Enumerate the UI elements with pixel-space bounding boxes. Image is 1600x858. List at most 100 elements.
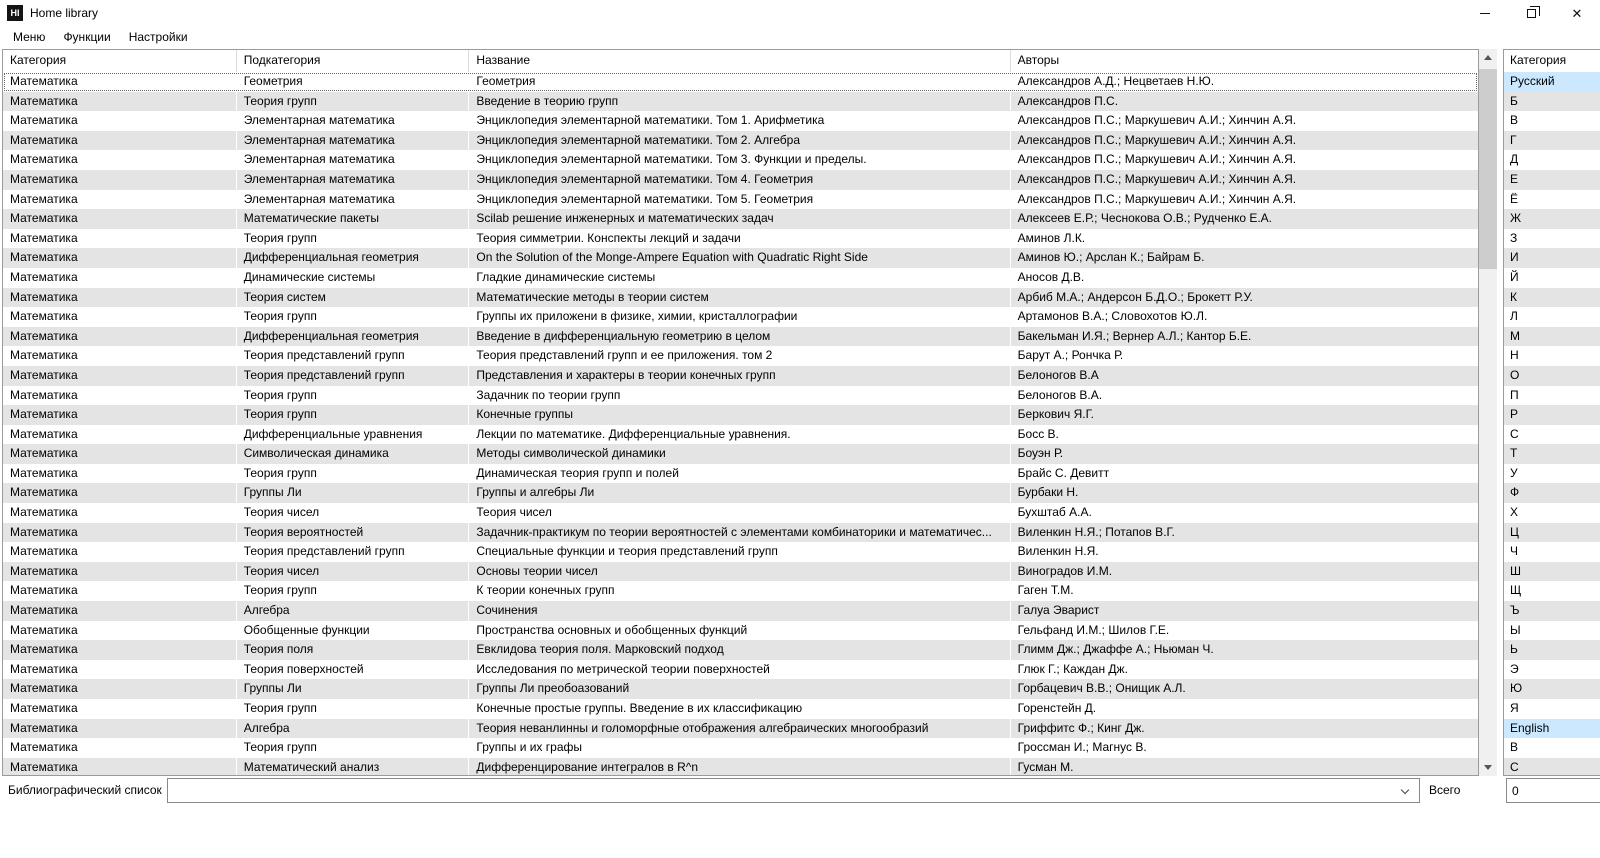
table-row[interactable]: Математика Математический анализ Дифференц… — [3, 757, 1478, 775]
table-row[interactable]: Математика Элементарная математика Энцикло… — [3, 130, 1478, 151]
table-scrollbar[interactable] — [1479, 49, 1497, 776]
sidebar-item[interactable]: К — [1504, 287, 1600, 308]
sidebar-item[interactable]: Н — [1504, 346, 1600, 366]
maximize-button[interactable] — [1508, 0, 1554, 26]
sidebar-item[interactable]: П — [1504, 385, 1600, 406]
sidebar-item[interactable]: Д — [1504, 150, 1600, 170]
table-row[interactable]: Математика Элементарная математика Энцикло… — [3, 111, 1478, 131]
table-row[interactable]: Математика Теория чисел Теория чисел Бухшта… — [3, 503, 1478, 523]
sidebar-item[interactable]: Русский — [1504, 72, 1600, 92]
column-header-title[interactable]: Название — [469, 50, 1011, 72]
scrollbar-up-button[interactable] — [1479, 49, 1497, 66]
total-count-field[interactable] — [1506, 778, 1600, 803]
table-row[interactable]: Математика Теория групп К теории конечных … — [3, 581, 1478, 602]
sidebar-item[interactable]: Ж — [1504, 209, 1600, 229]
table-row[interactable]: Математика Геометрия Геометрия Александров … — [3, 72, 1478, 92]
table-row[interactable]: Математика Группы Ли Группы Ли преобоазова… — [3, 679, 1478, 699]
minimize-button[interactable] — [1462, 0, 1508, 26]
sidebar-item[interactable]: Ю — [1504, 679, 1600, 699]
table-row[interactable]: Математика Теория вероятностей Задачник-пр… — [3, 522, 1478, 543]
table-row[interactable]: Математика Символическая динамика Методы с… — [3, 444, 1478, 464]
sidebar-item[interactable]: М — [1504, 326, 1600, 347]
cell-title: Энциклопедия элементарной математики. То… — [469, 189, 1011, 210]
sidebar-item[interactable]: У — [1504, 463, 1600, 484]
close-button[interactable]: ✕ — [1554, 0, 1600, 26]
sidebar-item[interactable]: Ф — [1504, 483, 1600, 504]
column-header-category[interactable]: Категория — [3, 50, 237, 72]
sidebar-item[interactable]: Э — [1504, 659, 1600, 680]
table-row[interactable]: Математика Алгебра Теория неванлинны и гол… — [3, 718, 1478, 739]
cell-authors: Гусман М. — [1017, 759, 1074, 774]
cell-category: Математика — [3, 91, 237, 112]
table-row[interactable]: Математика Теория групп Конечные группы Бер… — [3, 405, 1478, 425]
cell-title: Теория чисел — [469, 503, 1011, 523]
sidebar-item[interactable]: Б — [1504, 91, 1600, 112]
table-row[interactable]: Математика Группы Ли Группы и алгебры Ли Бу… — [3, 483, 1478, 504]
column-header-subcategory[interactable]: Подкатегория — [237, 50, 470, 72]
table-row[interactable]: Математика Элементарная математика Энцикло… — [3, 150, 1478, 170]
sidebar-item[interactable]: Х — [1504, 503, 1600, 523]
bibliography-combobox[interactable] — [167, 778, 1420, 803]
sidebar-item[interactable]: Ц — [1504, 522, 1600, 543]
sidebar-item[interactable]: Я — [1504, 699, 1600, 719]
table-row[interactable]: Математика Теория групп Группы их приложен… — [3, 307, 1478, 327]
table-row[interactable]: Математика Теория представлений групп Спец… — [3, 542, 1478, 562]
table-row[interactable]: Математика Алгебра Сочинения Галуа Эварист — [3, 601, 1478, 621]
sidebar-item[interactable]: Ч — [1504, 542, 1600, 562]
sidebar-item[interactable]: З — [1504, 228, 1600, 249]
arrow-up-icon — [1484, 55, 1492, 60]
table-row[interactable]: Математика Теория групп Задачник по теории… — [3, 385, 1478, 406]
table-row[interactable]: Математика Теория представлений групп Пред… — [3, 365, 1478, 386]
scrollbar-thumb[interactable] — [1479, 69, 1497, 269]
menu-item-settings[interactable]: Настройки — [128, 30, 188, 44]
sidebar-item[interactable]: English — [1504, 718, 1600, 739]
table-row[interactable]: Математика Динамические системы Гладкие ди… — [3, 267, 1478, 288]
table-row[interactable]: Математика Теория поверхностей Исследовани… — [3, 659, 1478, 680]
sidebar-item[interactable]: Р — [1504, 405, 1600, 425]
sidebar-item[interactable]: Щ — [1504, 581, 1600, 602]
sidebar-item[interactable]: С — [1504, 424, 1600, 445]
sidebar-item[interactable]: Ы — [1504, 620, 1600, 641]
cell-title: Теория неванлинны и голоморфные отображе… — [469, 718, 1011, 739]
table-row[interactable]: Математика Теория систем Математические ме… — [3, 287, 1478, 308]
menu-item-functions[interactable]: Функции — [63, 30, 111, 44]
sidebar-item[interactable]: B — [1504, 738, 1600, 758]
sidebar-item[interactable]: Ё — [1504, 189, 1600, 210]
sidebar-item[interactable]: C — [1504, 757, 1600, 775]
sidebar-item[interactable]: Г — [1504, 130, 1600, 151]
table-row[interactable]: Математика Элементарная математика Энцикло… — [3, 189, 1478, 210]
column-header-authors[interactable]: Авторы — [1017, 53, 1060, 67]
table-row[interactable]: Математика Теория представлений групп Теор… — [3, 346, 1478, 366]
table-row[interactable]: Математика Теория групп Конечные простые г… — [3, 699, 1478, 719]
table-row[interactable]: Математика Элементарная математика Энцикло… — [3, 169, 1478, 190]
sidebar-item[interactable]: Л — [1504, 307, 1600, 327]
sidebar-item[interactable]: Ъ — [1504, 601, 1600, 621]
bibliography-combo-input[interactable] — [169, 780, 1394, 801]
sidebar-item[interactable]: О — [1504, 365, 1600, 386]
table-row[interactable]: Математика Дифференциальные уравнения Лекц… — [3, 424, 1478, 445]
sidebar-item[interactable]: Е — [1504, 169, 1600, 190]
table-row[interactable]: Математика Обобщенные функции Пространства… — [3, 620, 1478, 641]
table-row[interactable]: Математика Теория поля Евклидова теория по… — [3, 640, 1478, 660]
cell-subcategory: Теория представлений групп — [237, 346, 470, 366]
scrollbar-down-button[interactable] — [1479, 759, 1497, 776]
cell-subcategory: Группы Ли — [237, 679, 470, 699]
table-row[interactable]: Математика Дифференциальная геометрия On t… — [3, 248, 1478, 268]
sidebar-item[interactable]: Ш — [1504, 561, 1600, 582]
table-row[interactable]: Математика Теория групп Теория симметрии. … — [3, 228, 1478, 249]
sidebar-item[interactable]: Й — [1504, 267, 1600, 288]
sidebar-item[interactable]: Ь — [1504, 640, 1600, 660]
sidebar-header-category[interactable]: Категория — [1504, 50, 1600, 72]
sidebar-list: Русский Б В Г Д Е Ё Ж З И Й К Л М Н О П Р С Т У Ф Х Ц Ч Ш Щ Ъ Ы Ь Э Ю Я E… — [1504, 72, 1600, 775]
sidebar-item[interactable]: И — [1504, 248, 1600, 268]
cell-title: Введение в теорию групп — [469, 91, 1011, 112]
table-row[interactable]: Математика Математические пакеты Scilab ре… — [3, 209, 1478, 229]
table-row[interactable]: Математика Теория групп Динамическая теори… — [3, 463, 1478, 484]
sidebar-item[interactable]: В — [1504, 111, 1600, 131]
table-row[interactable]: Математика Теория чисел Основы теории чисе… — [3, 561, 1478, 582]
table-row[interactable]: Математика Теория групп Введение в теорию … — [3, 91, 1478, 112]
table-row[interactable]: Математика Теория групп Группы и их графы Г… — [3, 738, 1478, 758]
sidebar-item[interactable]: Т — [1504, 444, 1600, 464]
table-row[interactable]: Математика Дифференциальная геометрия Введ… — [3, 326, 1478, 347]
menu-item-menu[interactable]: Меню — [13, 30, 46, 44]
